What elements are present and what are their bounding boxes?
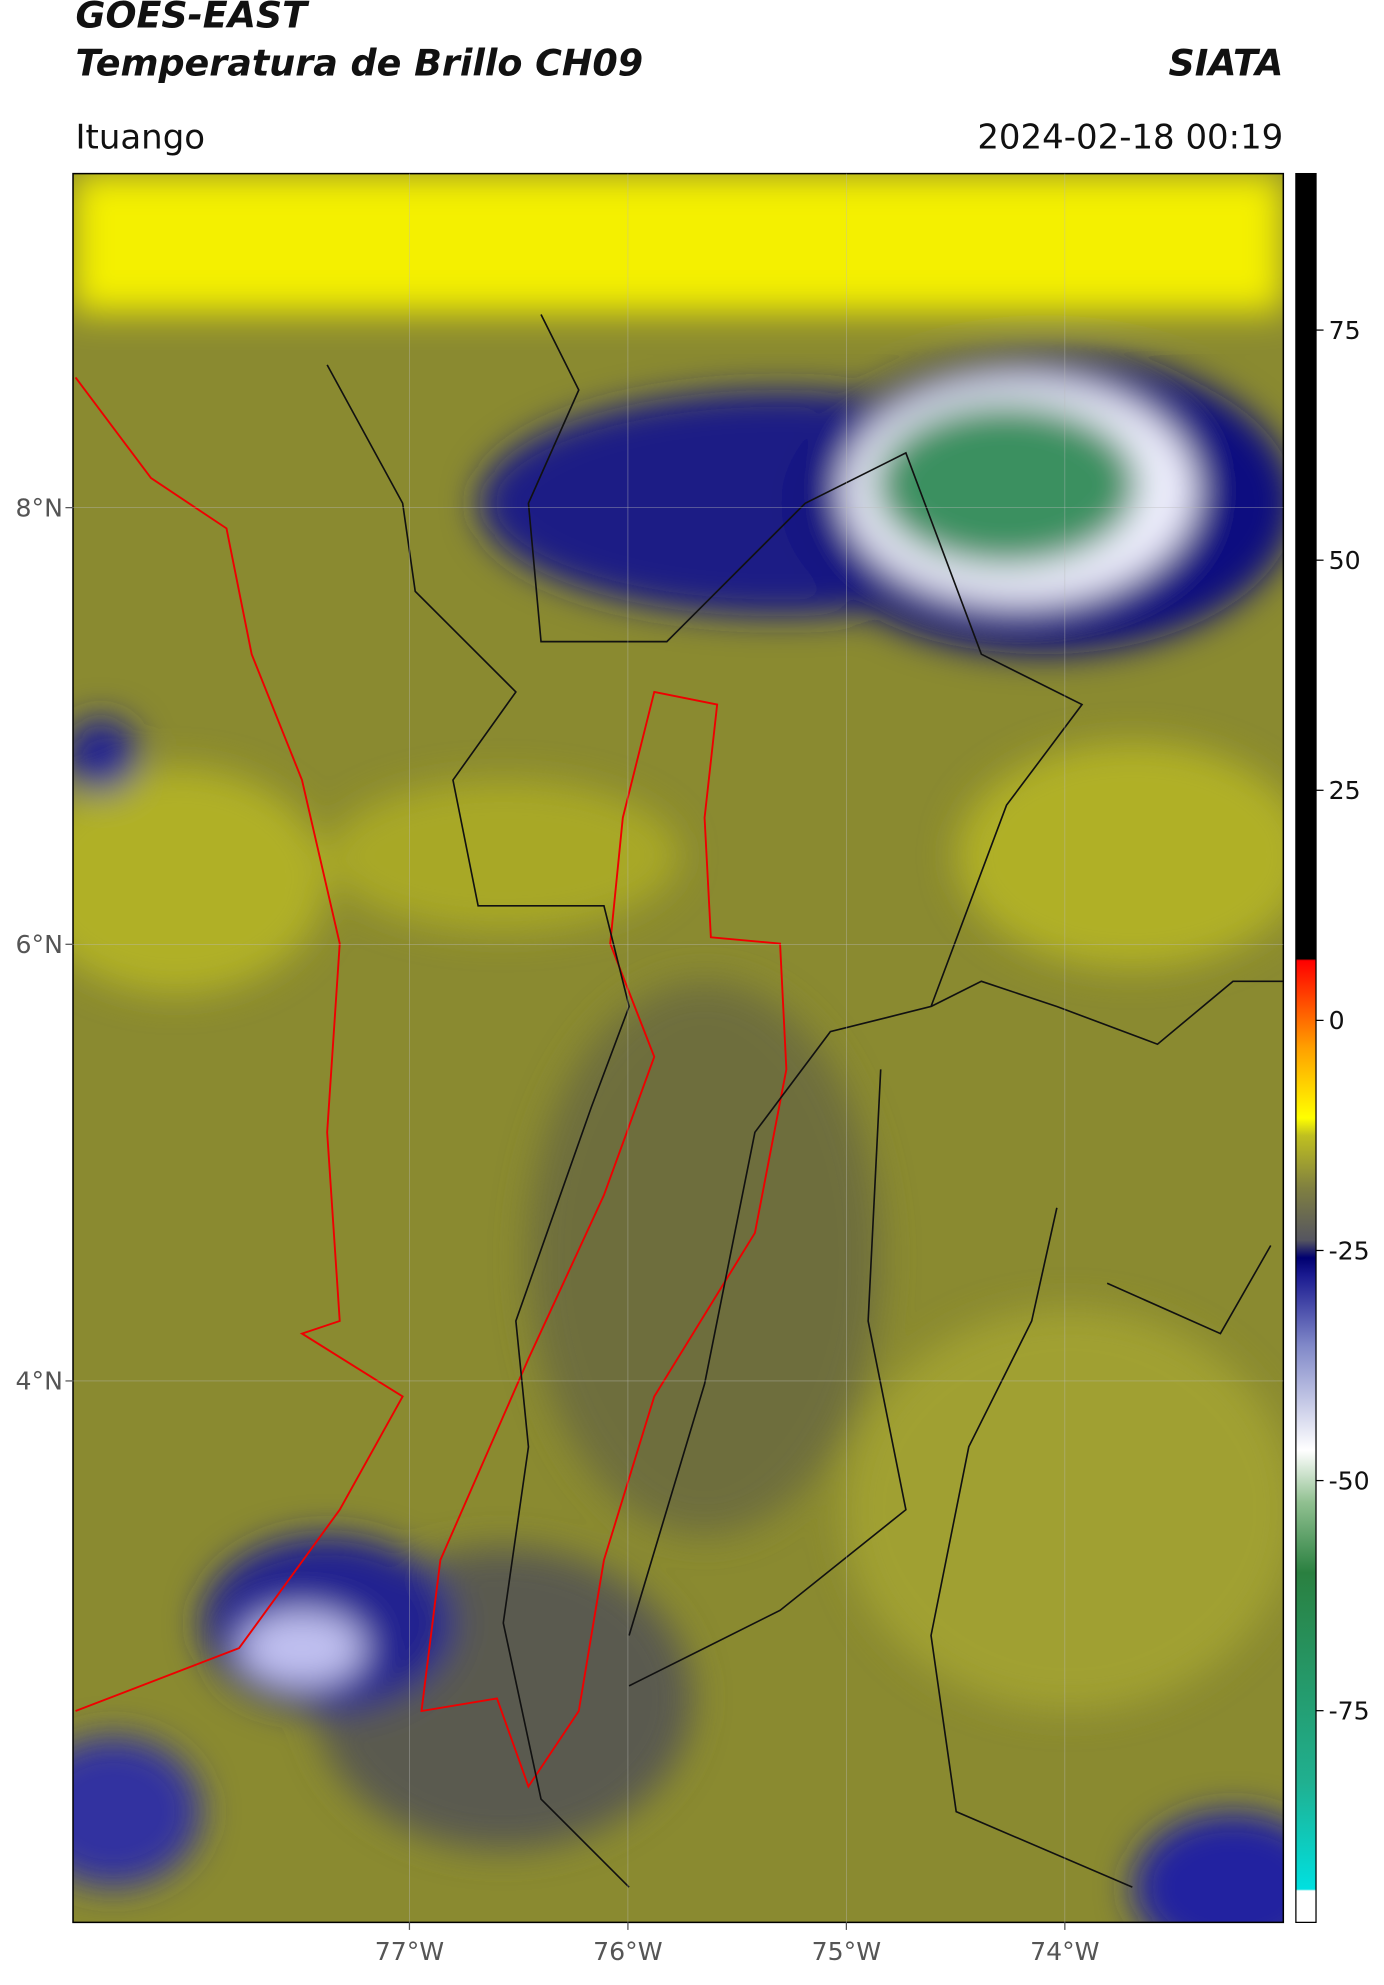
datetime: 2024-02-18 00:19: [977, 117, 1283, 157]
y-tick-label: 4°N: [16, 1367, 63, 1396]
x-tick-label: 75°W: [812, 1937, 882, 1966]
colorbar-label: 0: [1329, 1006, 1345, 1035]
map-frame: [72, 172, 1285, 1924]
colorbar: [1295, 172, 1317, 1924]
location: Ituango: [76, 117, 206, 157]
x-tick-label: 76°W: [593, 1937, 663, 1966]
y-tick-label: 8°N: [16, 493, 63, 522]
colorbar-label: -75: [1329, 1696, 1370, 1725]
colorbar-label: 50: [1329, 546, 1361, 575]
title: Temperatura de Brillo CH09: [76, 41, 644, 84]
x-tick-label: 77°W: [375, 1937, 445, 1966]
x-tick-label: 74°W: [1030, 1937, 1100, 1966]
colorbar-label: -25: [1329, 1236, 1370, 1265]
colorbar-label: 25: [1329, 776, 1361, 805]
y-tick-label: 6°N: [16, 930, 63, 959]
map-image: [73, 173, 1284, 1923]
colorbar-label: -50: [1329, 1466, 1370, 1495]
org: SIATA: [1168, 41, 1283, 84]
title: GOES-EAST: [76, 0, 311, 37]
colorbar-label: 75: [1329, 316, 1361, 345]
